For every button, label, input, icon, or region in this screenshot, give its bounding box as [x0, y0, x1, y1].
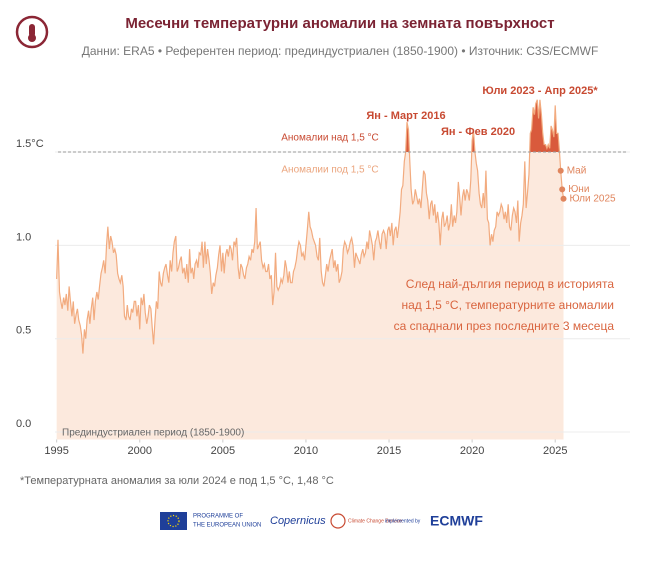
annotation: Аномалии над 1,5 °C [281, 133, 379, 144]
logo-text: ECMWF [430, 513, 483, 529]
y-tick-label: 0.5 [16, 325, 31, 337]
end-label: Май [567, 165, 587, 176]
plot-area: 0.0 0.5 1.0 1.5°C 1995 2000 2005 2010 2015 2020 20… [16, 99, 630, 457]
note-line: над 1,5 °C, температурните аномалии [401, 298, 614, 312]
logo [15, 15, 49, 49]
x-tick-label: 2020 [460, 445, 484, 457]
y-tick-label: 1.0 [16, 231, 31, 243]
logo-text: THE EUROPEAN UNION [193, 523, 261, 529]
x-tick-label: 2005 [211, 445, 235, 457]
logo-text: Copernicus [270, 515, 326, 527]
area-above [405, 99, 560, 153]
x-tick-label: 2000 [128, 445, 152, 457]
x-tick-label: 1995 [44, 445, 68, 457]
end-point [559, 186, 566, 193]
logo-text: Climate Change Service [348, 518, 402, 524]
note-line: След най-дългия период в историята [406, 277, 615, 291]
note-line: са спаднали през последните 3 месеца [394, 319, 615, 333]
x-tick-label: 2025 [543, 445, 567, 457]
annotation: Аномалии под 1,5 °C [281, 165, 378, 176]
annotation: Ян - Фев 2020 [441, 126, 515, 138]
x-tick-label: 2010 [294, 445, 318, 457]
end-label: Юли 2025 [570, 193, 617, 204]
line [56, 99, 565, 354]
end-point [560, 195, 567, 202]
y-tick-label: 1.5°C [16, 138, 44, 150]
y-tick-label: 0.0 [16, 418, 31, 430]
annotation: Ян - Март 2016 [366, 110, 445, 122]
x-tick-label: 2015 [377, 445, 401, 457]
area [56, 99, 564, 440]
annotation: Юли 2023 - Апр 2025* [482, 85, 598, 97]
chart-subtitle: Данни: ERA5 • Референтен период: прединд… [82, 44, 599, 58]
end-label: Юни [568, 184, 589, 195]
baseline-label: Прединдустриален период (1850-1900) [62, 428, 244, 439]
logo-text: implemented by [385, 518, 421, 524]
chart-title: Месечни температурни аномалии на земната… [125, 15, 554, 32]
footnote: *Температурната аномалия за юли 2024 е п… [20, 475, 334, 487]
end-point [557, 167, 564, 174]
logo-text: PROGRAMME OF [193, 514, 243, 520]
logo-row: PROGRAMME OF THE EUROPEAN UNION Copernic… [160, 512, 483, 530]
